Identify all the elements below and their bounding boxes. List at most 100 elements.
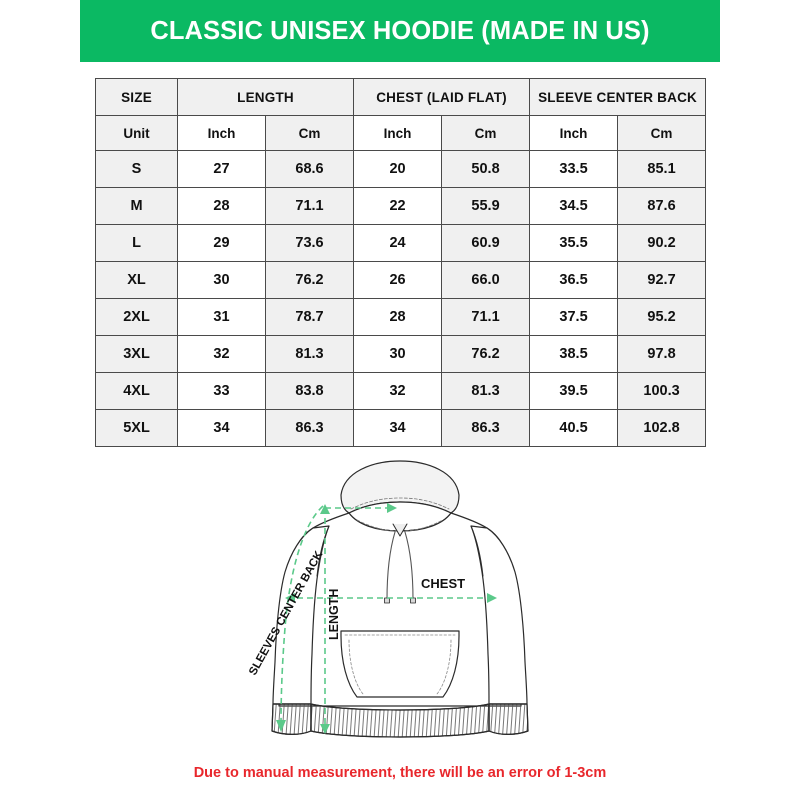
right-shoulder-seam [470,525,484,577]
kangaroo-pocket [340,630,460,698]
drawstring-v [392,523,408,537]
group-header-sleeve: SLEEVE CENTER BACK [529,78,707,116]
cell-chest-inch: 22 [353,187,443,225]
cell-chest-inch: 28 [353,298,443,336]
cell-length-inch: 28 [177,187,266,225]
chest-arrow-left [285,593,295,603]
cell-chest-inch: 20 [353,150,443,188]
cell-chest-cm: 71.1 [441,298,531,336]
left-cuff [271,703,312,735]
hoodie-diagram: CHEST LENGTH SLEEVES CENTER BACK [245,448,555,748]
cell-size: M [95,187,178,225]
cell-chest-cm: 86.3 [441,409,531,447]
page-title: CLASSIC UNISEX HOODIE (MADE IN US) [150,16,650,45]
unit-header-length-cm: Cm [264,115,355,151]
cell-length-inch: 32 [177,335,266,373]
length-label: LENGTH [327,589,341,640]
measurement-disclaimer: Due to manual measurement, there will be… [193,765,607,781]
cell-chest-inch: 34 [353,409,443,447]
cell-sleeve-inch: 40.5 [529,409,619,447]
left-shoulder-seam [316,525,330,577]
cell-sleeve-inch: 34.5 [529,187,619,225]
cell-length-inch: 29 [177,224,266,262]
cell-size: 2XL [95,298,178,336]
unit-header-length-inch: Inch [177,115,266,151]
unit-header-chest-cm: Cm [441,115,531,151]
cell-length-cm: 81.3 [264,335,355,373]
cell-sleeve-cm: 97.8 [617,335,707,373]
cell-sleeve-inch: 36.5 [529,261,619,299]
cell-sleeve-inch: 37.5 [529,298,619,336]
cell-length-cm: 73.6 [264,224,355,262]
cell-size: S [95,150,178,188]
group-header-length: LENGTH [176,78,355,116]
cell-sleeve-inch: 33.5 [529,150,619,188]
cell-chest-cm: 55.9 [441,187,531,225]
table-row: XL 30 76.2 26 66.0 36.5 92.7 [95,261,707,299]
cell-chest-inch: 30 [353,335,443,373]
cell-length-cm: 71.1 [264,187,355,225]
right-cuff [488,703,529,735]
cell-size: 5XL [95,409,178,447]
cell-sleeve-inch: 35.5 [529,224,619,262]
group-header-chest: CHEST (LAID FLAT) [353,78,531,116]
drawstring-left [386,531,396,601]
table-row: M 28 71.1 22 55.9 34.5 87.6 [95,187,707,225]
table-row: 3XL 32 81.3 30 76.2 38.5 97.8 [95,335,707,373]
cell-length-cm: 86.3 [264,409,355,447]
cell-length-cm: 78.7 [264,298,355,336]
collar-stitch [350,497,450,510]
cell-chest-cm: 66.0 [441,261,531,299]
cell-length-inch: 33 [177,372,266,410]
table-unit-header-row: Unit Inch Cm Inch Cm Inch Cm [95,115,707,151]
cell-length-inch: 30 [177,261,266,299]
unit-header-sleeve-inch: Inch [529,115,619,151]
cell-sleeve-cm: 85.1 [617,150,707,188]
cell-length-inch: 34 [177,409,266,447]
cell-sleeve-cm: 102.8 [617,409,707,447]
unit-header-sleeve-cm: Cm [617,115,707,151]
cell-sleeve-cm: 90.2 [617,224,707,262]
table-row: 2XL 31 78.7 28 71.1 37.5 95.2 [95,298,707,336]
title-banner: CLASSIC UNISEX HOODIE (MADE IN US) [80,0,720,62]
measurement-arrowheads [276,503,497,734]
cell-chest-cm: 50.8 [441,150,531,188]
length-arrow-bottom [320,724,330,734]
cell-sleeve-cm: 92.7 [617,261,707,299]
cell-length-inch: 31 [177,298,266,336]
pocket-stitch [344,634,456,695]
chest-label: CHEST [421,576,465,591]
table-row: 4XL 33 83.8 32 81.3 39.5 100.3 [95,372,707,410]
cell-sleeve-cm: 87.6 [617,187,707,225]
cell-size: XL [95,261,178,299]
sleeve-arrow-bottom [276,720,286,732]
hoodie-illustration [271,460,529,738]
unit-header-unit: Unit [95,115,178,151]
cell-chest-inch: 24 [353,224,443,262]
length-arrow-top [320,504,330,514]
chest-arrow-right [487,593,497,603]
drawstring-right [404,531,414,601]
waistband [310,703,490,738]
cell-chest-inch: 26 [353,261,443,299]
table-group-header-row: SIZE LENGTH CHEST (LAID FLAT) SLEEVE CEN… [95,78,707,116]
size-table-container: SIZE LENGTH CHEST (LAID FLAT) SLEEVE CEN… [95,78,707,447]
table-row: 5XL 34 86.3 34 86.3 40.5 102.8 [95,409,707,447]
cell-length-inch: 27 [177,150,266,188]
cell-length-cm: 76.2 [264,261,355,299]
cell-sleeve-cm: 95.2 [617,298,707,336]
cell-length-cm: 68.6 [264,150,355,188]
cell-chest-cm: 81.3 [441,372,531,410]
cell-chest-cm: 76.2 [441,335,531,373]
cell-sleeve-cm: 100.3 [617,372,707,410]
cell-length-cm: 83.8 [264,372,355,410]
table-row: L 29 73.6 24 60.9 35.5 90.2 [95,224,707,262]
sleeve-top-arrow [387,503,397,513]
cell-chest-cm: 60.9 [441,224,531,262]
cell-size: 3XL [95,335,178,373]
group-header-size: SIZE [95,78,178,116]
cell-sleeve-inch: 39.5 [529,372,619,410]
table-row: S 27 68.6 20 50.8 33.5 85.1 [95,150,707,188]
unit-header-chest-inch: Inch [353,115,443,151]
